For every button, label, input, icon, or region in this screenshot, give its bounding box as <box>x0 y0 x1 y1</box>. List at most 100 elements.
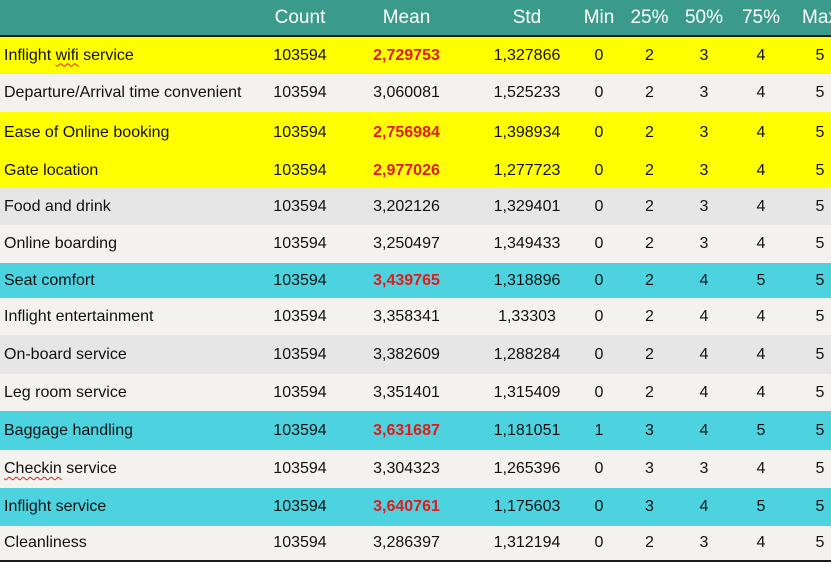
cell-p25: 2 <box>645 345 654 363</box>
row-label: Leg room service <box>0 374 265 411</box>
cell-p50: 3 <box>699 124 709 141</box>
table-row: On-board service 103594 3,382609 1,288284 0 2… <box>0 335 831 374</box>
table-row: Cleanliness 103594 3,286397 1,312194 0 2 3 4 5 <box>0 526 831 561</box>
table-row: Online boarding 103594 3,250497 1,349433 0 2 3… <box>0 225 831 263</box>
row-label: Food and drink <box>0 188 265 225</box>
cell-p50: 3 <box>699 84 709 101</box>
cell-min: 0 <box>594 124 604 141</box>
header-std: Std <box>478 0 576 36</box>
row-label: Ease of Online booking <box>0 112 265 154</box>
cell-p50: 4 <box>699 498 709 515</box>
cell-min: 0 <box>594 307 604 325</box>
cell-min: 0 <box>594 162 604 179</box>
cell-mean: 3,250497 <box>373 235 440 252</box>
row-label: Checkin service <box>0 450 265 488</box>
header-75: 75% <box>731 0 791 36</box>
cell-p50: 3 <box>699 197 709 215</box>
table-row: Departure/Arrival time convenient 103594 3… <box>0 74 831 112</box>
table-row: Inflight service 103594 3,640761 1,175603 0 3… <box>0 488 831 526</box>
cell-p25: 2 <box>645 46 654 64</box>
table-row: Baggage handling 103594 3,631687 1,181051 1 3… <box>0 411 831 450</box>
row-label: Baggage handling <box>0 411 265 450</box>
cell-mean: 3,286397 <box>373 534 440 551</box>
row-label: Gate location <box>0 154 265 188</box>
cell-p25: 2 <box>645 124 654 141</box>
cell-mean: 3,382609 <box>373 345 440 363</box>
cell-max: 5 <box>815 498 825 515</box>
cell-count: 103594 <box>273 534 327 551</box>
cell-p50: 4 <box>699 383 709 401</box>
cell-p75: 4 <box>756 235 766 252</box>
row-label-text: Baggage handling <box>4 421 134 439</box>
cell-count: 103594 <box>273 345 327 363</box>
cell-std: 1,398934 <box>493 124 561 141</box>
cell-p50: 3 <box>699 534 709 551</box>
cell-p50: 4 <box>699 271 709 289</box>
cell-max: 5 <box>815 84 825 101</box>
cell-p75: 4 <box>756 383 766 401</box>
cell-mean: 3,351401 <box>373 383 440 401</box>
row-label: Inflight entertainment <box>0 298 265 335</box>
cell-max: 5 <box>815 124 825 141</box>
table-row: Checkin service 103594 3,304323 1,265396 0 3 3… <box>0 450 831 488</box>
cell-min: 1 <box>594 421 604 439</box>
cell-p25: 2 <box>645 307 654 325</box>
cell-min: 0 <box>594 498 604 515</box>
cell-std: 1,181051 <box>493 421 561 439</box>
cell-min: 0 <box>594 235 604 252</box>
cell-count: 103594 <box>273 271 327 289</box>
row-label-text: Cleanliness <box>4 534 87 551</box>
cell-count: 103594 <box>273 307 327 325</box>
row-label: On-board service <box>0 335 265 374</box>
cell-count: 103594 <box>273 124 327 141</box>
cell-std: 1,175603 <box>493 498 561 515</box>
row-label-text: Departure/Arrival time convenient <box>4 84 242 101</box>
cell-min: 0 <box>594 534 604 551</box>
table-row: Gate location 103594 2,977026 1,277723 0 2 3 4 5 <box>0 154 831 188</box>
cell-std: 1,288284 <box>493 345 561 363</box>
cell-p25: 3 <box>645 498 654 515</box>
row-label-text: Checkin service <box>4 460 117 477</box>
cell-min: 0 <box>594 460 604 477</box>
cell-std: 1,329401 <box>493 197 561 215</box>
cell-count: 103594 <box>273 498 327 515</box>
cell-p50: 4 <box>699 307 709 325</box>
cell-std: 1,315409 <box>493 383 561 401</box>
cell-mean: 2,756984 <box>373 124 440 141</box>
table-row: Inflight entertainment 103594 3,358341 1,33… <box>0 298 831 335</box>
row-label: Departure/Arrival time convenient <box>0 74 265 112</box>
cell-min: 0 <box>594 46 604 64</box>
cell-p50: 3 <box>699 235 709 252</box>
cell-p75: 4 <box>756 534 766 551</box>
row-label-text: Food and drink <box>4 197 111 215</box>
cell-max: 5 <box>815 534 825 551</box>
table-body: Inflight wifi service 103594 2,729753 1,327… <box>0 36 831 561</box>
cell-p25: 3 <box>645 460 654 477</box>
cell-p75: 4 <box>756 84 766 101</box>
header-row: Count Mean Std Min 25% 50% 75% Max <box>0 0 831 36</box>
cell-std: 1,312194 <box>493 534 561 551</box>
cell-max: 5 <box>815 460 825 477</box>
cell-min: 0 <box>594 197 604 215</box>
header-50: 50% <box>677 0 731 36</box>
cell-p75: 5 <box>756 498 766 515</box>
row-label-text: Inflight entertainment <box>4 307 154 325</box>
cell-count: 103594 <box>273 197 327 215</box>
row-label-text: Ease of Online booking <box>4 124 170 141</box>
cell-count: 103594 <box>273 162 327 179</box>
row-label-text: Leg room service <box>4 383 127 401</box>
cell-mean: 3,060081 <box>373 84 440 101</box>
cell-p25: 2 <box>645 271 654 289</box>
cell-mean: 3,304323 <box>373 460 440 477</box>
cell-max: 5 <box>815 307 825 325</box>
row-label: Seat comfort <box>0 263 265 298</box>
header-count: Count <box>265 0 335 36</box>
cell-count: 103594 <box>273 84 327 101</box>
table-row: Inflight wifi service 103594 2,729753 1,327… <box>0 36 831 74</box>
cell-std: 1,265396 <box>493 460 561 477</box>
cell-p25: 3 <box>645 421 654 439</box>
row-label-text: Online boarding <box>4 235 117 252</box>
cell-p75: 4 <box>756 197 766 215</box>
